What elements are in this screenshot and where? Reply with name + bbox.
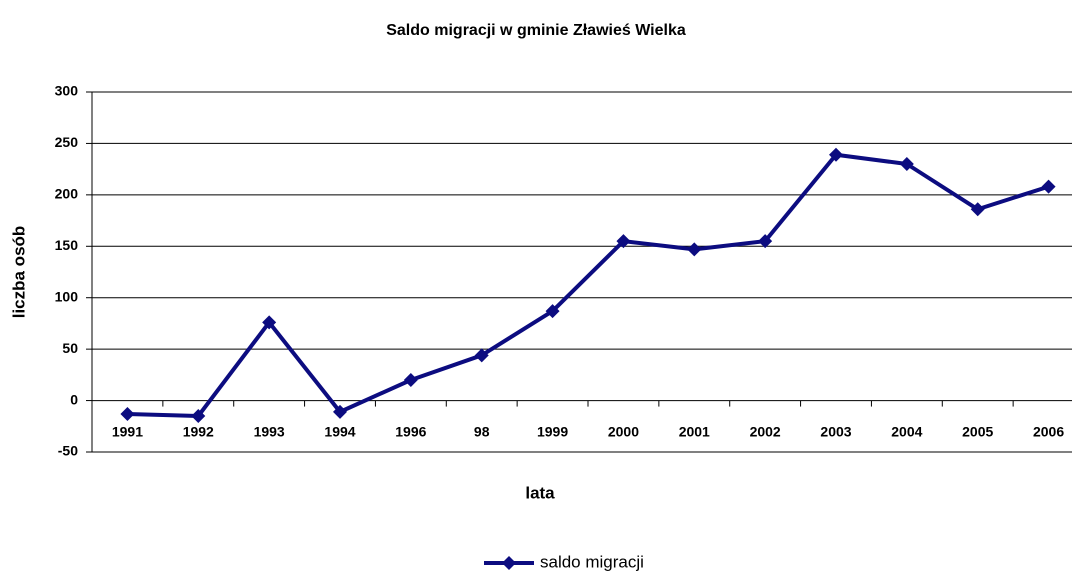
- legend-marker: [502, 556, 516, 570]
- x-tick-label: 1999: [537, 423, 568, 439]
- x-tick-label: 1992: [183, 423, 214, 439]
- x-tick-label: 1994: [324, 423, 355, 439]
- marker: [120, 406, 135, 421]
- marker: [899, 157, 914, 171]
- x-tick-label: 98: [474, 423, 490, 439]
- y-tick-label: 250: [55, 134, 79, 150]
- x-tick-label: 1996: [395, 423, 426, 439]
- line: [127, 152, 1050, 418]
- marker: [403, 373, 418, 387]
- x-tick-label: 2004: [891, 423, 922, 439]
- x-tick-label: 1991: [112, 423, 143, 439]
- marker: [829, 147, 843, 162]
- legend-label: saldo migracji: [540, 552, 644, 571]
- y-tick-label: 0: [70, 391, 78, 407]
- x-tick-label: 1993: [254, 423, 285, 439]
- chart-title: Saldo migracji w gminie Zławieś Wielka: [386, 22, 686, 39]
- x-tick-label: 2005: [962, 423, 993, 439]
- y-tick-label: 100: [55, 288, 79, 304]
- marker: [1041, 179, 1056, 194]
- marker: [616, 234, 631, 249]
- y-tick-label: 200: [55, 186, 79, 202]
- y-tick-label: 50: [62, 340, 78, 356]
- x-tick-label: 2001: [679, 423, 710, 439]
- marker: [474, 348, 489, 363]
- x-axis-label: lata: [525, 483, 555, 502]
- x-tick-label: 2006: [1033, 423, 1064, 439]
- marker: [262, 315, 277, 330]
- x-tick-label: 2000: [608, 423, 639, 439]
- marker: [687, 242, 702, 257]
- y-axis-label: liczba osób: [9, 226, 28, 319]
- x-tick-label: 2002: [750, 423, 781, 439]
- y-tick-label: -50: [58, 443, 78, 459]
- marker: [545, 304, 560, 319]
- marker: [758, 234, 773, 249]
- marker: [191, 409, 206, 423]
- y-tick-label: 150: [55, 237, 79, 253]
- marker: [970, 202, 985, 217]
- marker: [333, 404, 347, 419]
- x-tick-label: 2003: [820, 423, 851, 439]
- y-tick-label: 300: [55, 83, 79, 99]
